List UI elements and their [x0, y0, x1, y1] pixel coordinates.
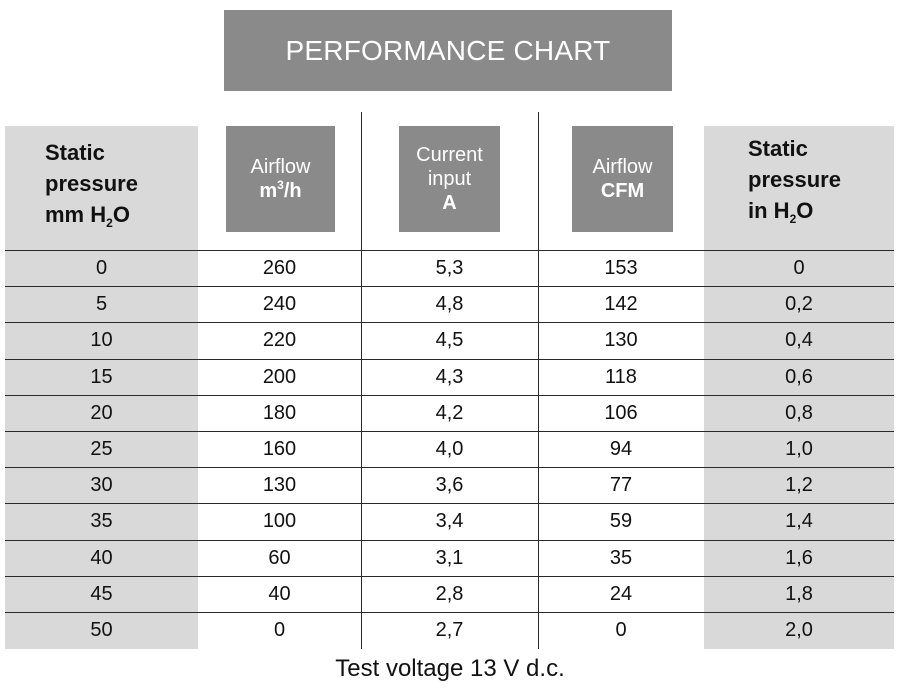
table-row: 15 200 4,3 118 0,6 — [0, 359, 900, 395]
airflow-cfm-cell: 130 — [604, 329, 638, 351]
current-input-cell: 4,2 — [435, 402, 464, 424]
static-pressure-in-cell: 2,0 — [785, 619, 813, 641]
current-input-cell: 4,8 — [435, 293, 464, 315]
airflow-cfm-cell: 0 — [615, 619, 627, 641]
airflow-m3h-cell: 0 — [273, 619, 286, 641]
current-input-cell: 2,7 — [435, 619, 464, 641]
static-pressure-mm-cell: 40 — [90, 547, 113, 569]
current-input-cell: 5,3 — [435, 257, 464, 279]
row-divider — [5, 286, 894, 287]
static-pressure-in-column-background — [704, 126, 894, 649]
static-pressure-in-cell: 1,0 — [785, 438, 813, 460]
static-pressure-mm-cell: 20 — [90, 402, 113, 424]
airflow-m3h-cell: 100 — [262, 510, 297, 532]
static-pressure-in-cell: 0,6 — [785, 366, 813, 388]
static-pressure-mm-cell: 5 — [95, 293, 108, 315]
static-pressure-in-cell: 1,2 — [785, 474, 813, 496]
header-airflow-cfm: Airflow CFM — [572, 126, 673, 232]
airflow-m3h-cell: 260 — [262, 257, 297, 279]
static-pressure-in-cell: 0,8 — [785, 402, 813, 424]
static-pressure-mm-cell: 30 — [90, 474, 113, 496]
table-row: 0 260 5,3 153 0 — [0, 250, 900, 286]
airflow-m3h-cell: 130 — [262, 474, 297, 496]
airflow-m3h-cell: 160 — [262, 438, 297, 460]
airflow-m3h-cell: 60 — [268, 547, 291, 569]
airflow-m3h-cell: 200 — [262, 366, 297, 388]
static-pressure-mm-cell: 50 — [90, 619, 113, 641]
airflow-cfm-cell: 77 — [609, 474, 633, 496]
airflow-cfm-cell: 153 — [604, 257, 638, 279]
table-row: 5 240 4,8 142 0,2 — [0, 286, 900, 322]
airflow-cfm-cell: 59 — [609, 510, 633, 532]
static-pressure-in-cell: 1,8 — [785, 583, 813, 605]
column-divider — [361, 112, 362, 649]
static-pressure-in-cell: 1,4 — [785, 510, 813, 532]
column-divider — [538, 112, 539, 649]
header-airflow-m3h: Airflow m3/h — [226, 126, 335, 232]
current-input-cell: 2,8 — [435, 583, 464, 605]
table-row: 45 40 2,8 24 1,8 — [0, 576, 900, 612]
airflow-cfm-cell: 35 — [609, 547, 633, 569]
airflow-m3h-cell: 180 — [262, 402, 297, 424]
static-pressure-in-cell: 1,6 — [785, 547, 813, 569]
current-input-cell: 4,0 — [435, 438, 464, 460]
airflow-m3h-cell: 220 — [262, 329, 297, 351]
current-input-cell: 3,4 — [435, 510, 464, 532]
table-row: 35 100 3,4 59 1,4 — [0, 503, 900, 539]
test-voltage-footnote: Test voltage 13 V d.c. — [335, 655, 565, 682]
current-input-cell: 4,5 — [435, 329, 464, 351]
airflow-cfm-cell: 94 — [609, 438, 633, 460]
airflow-cfm-cell: 142 — [604, 293, 638, 315]
row-divider — [5, 612, 894, 613]
table-row: 30 130 3,6 77 1,2 — [0, 467, 900, 503]
static-pressure-mm-column-background — [5, 126, 198, 649]
header-static-pressure-mm: Static pressure mm H2O — [45, 140, 138, 230]
airflow-m3h-cell: 240 — [262, 293, 297, 315]
static-pressure-in-cell: 0 — [793, 257, 805, 279]
row-divider — [5, 431, 894, 432]
static-pressure-in-cell: 0,4 — [785, 329, 813, 351]
static-pressure-mm-cell: 0 — [95, 257, 108, 279]
row-divider — [5, 250, 894, 251]
current-input-cell: 3,1 — [435, 547, 464, 569]
airflow-cfm-cell: 118 — [605, 366, 637, 388]
static-pressure-mm-cell: 25 — [90, 438, 113, 460]
table-row: 10 220 4,5 130 0,4 — [0, 322, 900, 358]
airflow-m3h-cell: 40 — [268, 583, 291, 605]
row-divider — [5, 467, 894, 468]
airflow-cfm-cell: 106 — [604, 402, 638, 424]
header-current-input: Current input A — [399, 126, 500, 232]
airflow-cfm-cell: 24 — [609, 583, 633, 605]
static-pressure-in-cell: 0,2 — [785, 293, 813, 315]
current-input-cell: 4,3 — [435, 366, 464, 388]
static-pressure-mm-cell: 35 — [90, 510, 113, 532]
chart-title: PERFORMANCE CHART — [224, 10, 672, 91]
static-pressure-mm-cell: 15 — [90, 366, 113, 388]
row-divider — [5, 540, 894, 541]
table-row: 50 0 2,7 0 2,0 — [0, 612, 900, 648]
row-divider — [5, 322, 894, 323]
table-row: 40 60 3,1 35 1,6 — [0, 540, 900, 576]
row-divider — [5, 359, 894, 360]
current-input-cell: 3,6 — [435, 474, 464, 496]
row-divider — [5, 576, 894, 577]
header-static-pressure-in: Static pressure in H2O — [748, 136, 841, 226]
table-row: 25 160 4,0 94 1,0 — [0, 431, 900, 467]
table-row: 20 180 4,2 106 0,8 — [0, 395, 900, 431]
static-pressure-mm-cell: 45 — [90, 583, 113, 605]
row-divider — [5, 395, 894, 396]
row-divider — [5, 503, 894, 504]
static-pressure-mm-cell: 10 — [90, 329, 113, 351]
